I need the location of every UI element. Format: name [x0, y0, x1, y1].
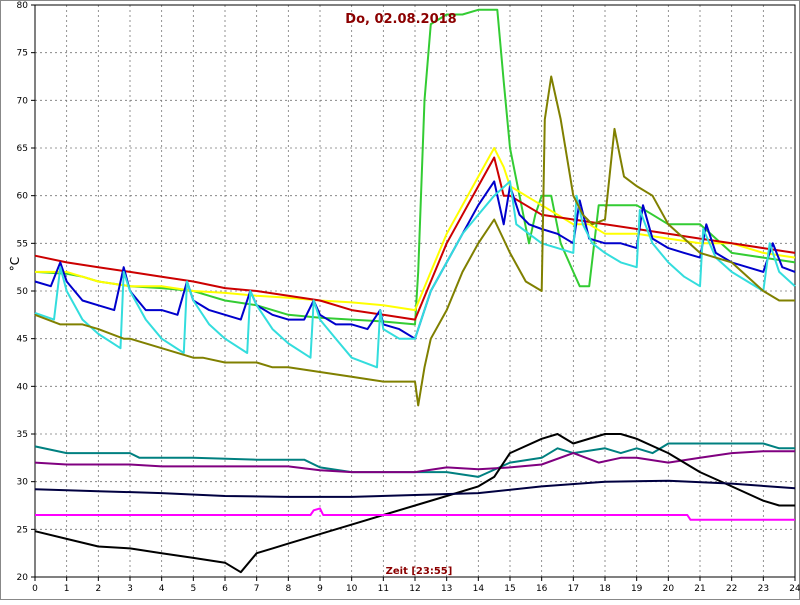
x-tick-label: 1 [64, 584, 70, 594]
y-tick-label: 20 [17, 573, 29, 583]
axis-frame [31, 4, 796, 581]
y-tick-label: 45 [17, 335, 28, 345]
y-axis-unit: °C [8, 257, 22, 271]
series-line-1 [34, 8, 796, 326]
x-tick-label: 6 [222, 584, 228, 594]
y-tick-label: 55 [17, 239, 28, 249]
x-tick-label: 12 [409, 584, 420, 594]
x-tick-label: 11 [378, 584, 389, 594]
y-tick-label: 80 [17, 1, 29, 11]
y-tick-label: 65 [17, 144, 28, 154]
x-tick-label: 20 [663, 584, 675, 594]
series-line-8 [34, 450, 795, 474]
x-tick-label: 10 [346, 584, 358, 594]
x-tick-label: 18 [599, 584, 611, 594]
x-tick-label: 0 [32, 584, 38, 594]
y-tick-label: 35 [17, 430, 28, 440]
y-tick-label: 50 [17, 287, 29, 297]
x-axis-label: Zeit [23:55] [386, 566, 453, 577]
tick-labels: 0 1 2 3 4 5 6 7 8 9 10 11 12 13 14 15 16 17 18 19 20 21 22 23 24… [17, 1, 800, 594]
x-tick-label: 8 [285, 584, 291, 594]
x-tick-label: 23 [758, 584, 769, 594]
series-line-2 [35, 147, 796, 312]
y-tick-label: 70 [17, 96, 29, 106]
x-tick-label: 13 [441, 584, 452, 594]
series-line-10 [34, 479, 796, 498]
y-tick-label: 75 [17, 49, 28, 59]
series-line-7 [34, 442, 795, 478]
series-line-9 [34, 433, 795, 574]
y-tick-label: 30 [17, 478, 29, 488]
x-tick-label: 16 [536, 584, 548, 594]
x-tick-label: 17 [568, 584, 579, 594]
x-tick-label: 21 [694, 584, 705, 594]
series-line-3 [34, 156, 796, 321]
series-lines [34, 8, 796, 574]
x-tick-label: 7 [254, 584, 260, 594]
x-tick-label: 2 [95, 584, 101, 594]
x-tick-label: 14 [473, 584, 485, 594]
chart-title: Do, 02.08.2018 [345, 12, 456, 27]
x-tick-label: 19 [631, 584, 643, 594]
x-tick-label: 9 [317, 584, 323, 594]
x-tick-label: 24 [789, 584, 800, 594]
series-line-5 [34, 180, 796, 369]
x-tick-label: 15 [504, 584, 515, 594]
x-tick-label: 5 [190, 584, 196, 594]
y-tick-label: 25 [17, 525, 28, 535]
series-line-11 [35, 507, 795, 521]
series-line-6 [34, 75, 795, 407]
x-tick-label: 3 [127, 584, 133, 594]
y-tick-label: 40 [17, 382, 29, 392]
grid-lines [34, 4, 796, 578]
x-tick-label: 4 [159, 584, 165, 594]
y-tick-label: 60 [17, 192, 29, 202]
x-tick-label: 22 [726, 584, 737, 594]
